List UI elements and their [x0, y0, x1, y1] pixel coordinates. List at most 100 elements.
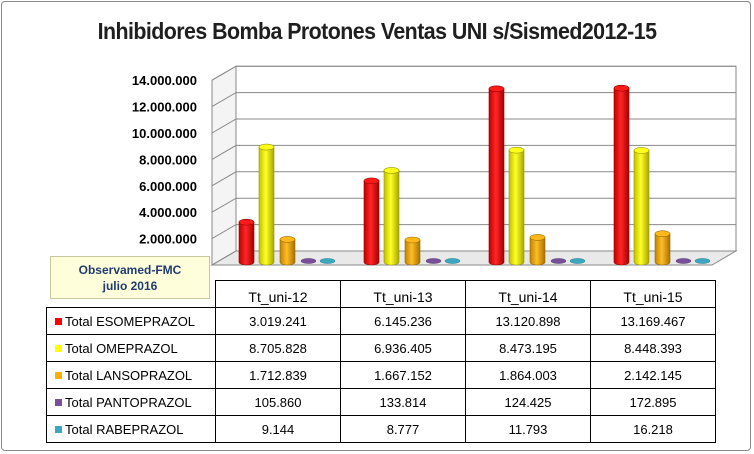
table-cell-value: 124.425: [465, 388, 591, 416]
bar-pantoprazol: [675, 258, 692, 264]
bar-top: [363, 177, 380, 185]
bar-omeprazol: [383, 170, 400, 266]
bar-omeprazol: [633, 150, 650, 266]
table-body: Total ESOMEPRAZOL 3.019.241 6.145.236 13.12…: [46, 307, 716, 443]
bar-lansoprazol: [279, 239, 296, 266]
y-tick-label: 4.000.000: [139, 205, 197, 220]
gridline: [211, 144, 736, 160]
table-row: Total OMEPRAZOL 8.705.828 6.936.405 8.473.1…: [46, 334, 716, 362]
bar-lansoprazol: [529, 237, 546, 266]
chart-title: Inhibidores Bomba Protones Ventas UNI s/…: [97, 18, 657, 44]
table-cell-value: 13.120.898: [465, 307, 591, 335]
legend-label: Total ESOMEPRAZOL: [65, 313, 196, 329]
bar-pantoprazol: [425, 258, 442, 264]
bar-rabeprazol: [319, 258, 336, 264]
watermark-box: Observamed-FMC julio 2016: [50, 256, 210, 299]
y-tick-label: 2.000.000: [139, 232, 197, 247]
watermark-line-2: julio 2016: [102, 279, 158, 293]
table-cell-value: 1.864.003: [465, 361, 591, 389]
table-cell-value: 9.144: [215, 415, 341, 443]
table-cell-value: 8.448.393: [590, 334, 716, 362]
bar-top: [383, 167, 400, 174]
table-row: Total LANSOPRAZOL 1.712.839 1.667.152 1.864…: [46, 361, 716, 389]
table-cell-value: 16.218: [590, 415, 716, 443]
y-tick-label: 6.000.000: [139, 179, 197, 194]
table-header-tt_uni-15: Tt_uni-15: [590, 280, 716, 308]
table-cell-value: 1.712.839: [215, 361, 341, 389]
bar-esomeprazol: [613, 87, 630, 266]
bar-rabeprazol: [569, 258, 586, 264]
bar-esomeprazol: [363, 180, 380, 266]
bar-pantoprazol: [300, 258, 317, 264]
table-cell-value: 1.667.152: [340, 361, 466, 389]
table-cell-value: 2.142.145: [590, 361, 716, 389]
legend-label: Total LANSOPRAZOL: [65, 367, 193, 383]
data-table: Tt_uni-12 Tt_uni-13 Tt_uni-14 Tt_uni-15 Tot…: [46, 280, 716, 443]
table-cell-value: 13.169.467: [590, 307, 716, 335]
bar-top: [258, 143, 275, 151]
bar-esomeprazol: [488, 88, 505, 266]
bar-top: [508, 146, 525, 154]
table-cell-value: 8.473.195: [465, 334, 591, 362]
bar-rabeprazol: [444, 258, 461, 264]
y-tick-label: 8.000.000: [139, 152, 197, 167]
legend-entry: Total OMEPRAZOL: [46, 334, 216, 362]
gridline: [211, 197, 736, 213]
legend-entry: Total PANTOPRAZOL: [46, 388, 216, 416]
gridline: [211, 65, 736, 81]
table-cell-value: 6.936.405: [340, 334, 466, 362]
bar-omeprazol: [258, 146, 275, 266]
bar-rabeprazol: [694, 258, 711, 264]
watermark-line-1: Observamed-FMC: [78, 263, 182, 277]
bar-esomeprazol: [238, 221, 255, 266]
table-header-tt_uni-14: Tt_uni-14: [465, 280, 591, 308]
table-cell-value: 8.705.828: [215, 334, 341, 362]
bar-omeprazol: [508, 149, 525, 266]
legend-entry: Total ESOMEPRAZOL: [46, 307, 216, 335]
table-cell-value: 8.777: [340, 415, 466, 443]
legend-swatch: [55, 425, 62, 433]
bars: [238, 84, 711, 266]
legend-label: Total OMEPRAZOL: [65, 340, 178, 356]
table-header-tt_uni-13: Tt_uni-13: [340, 280, 466, 308]
bar-top: [654, 230, 671, 238]
bar-top: [238, 218, 255, 226]
table-cell-value: 3.019.241: [215, 307, 341, 335]
y-axis: 2.000.000 4.000.000 6.000.000 8.000.000 10.0…: [132, 65, 736, 266]
legend-label: Total PANTOPRAZOL: [65, 394, 192, 410]
gridline: [211, 118, 736, 134]
bar-top: [404, 236, 421, 244]
bar-top: [613, 84, 630, 92]
bar-lansoprazol: [404, 239, 421, 266]
legend-swatch: [55, 344, 62, 352]
table-row: Total ESOMEPRAZOL 3.019.241 6.145.236 13.12…: [46, 307, 716, 335]
chart-side-wall: [211, 65, 237, 266]
gridline: [211, 224, 736, 240]
bar-pantoprazol: [550, 258, 567, 264]
bar-top: [529, 234, 546, 241]
table-corner: [47, 281, 216, 308]
table-cell-value: 133.814: [340, 388, 466, 416]
legend-swatch: [55, 317, 62, 325]
table-cell-value: 6.145.236: [340, 307, 466, 335]
legend-entry: Total LANSOPRAZOL: [46, 361, 216, 389]
table-header-tt_uni-12: Tt_uni-12: [215, 280, 341, 308]
gridline: [211, 171, 736, 187]
table-cell-value: 105.860: [215, 388, 341, 416]
bar-top: [488, 85, 505, 93]
legend-swatch: [55, 371, 62, 379]
legend-swatch: [55, 398, 62, 406]
y-tick-label: 14.000.000: [132, 73, 197, 88]
table-header-row: Tt_uni-12 Tt_uni-13 Tt_uni-14 Tt_uni-15: [47, 280, 716, 308]
gridline: [211, 92, 736, 108]
table-row: Total PANTOPRAZOL 105.860 133.814 124.425 17…: [46, 388, 716, 416]
table-row: Total RABEPRAZOL 9.144 8.777 11.793 16.218: [46, 415, 716, 443]
table-cell-value: 11.793: [465, 415, 591, 443]
chart-back-wall: [235, 65, 737, 252]
legend-label: Total RABEPRAZOL: [65, 421, 184, 437]
legend-entry: Total RABEPRAZOL: [46, 415, 216, 443]
bar-top: [633, 147, 650, 154]
